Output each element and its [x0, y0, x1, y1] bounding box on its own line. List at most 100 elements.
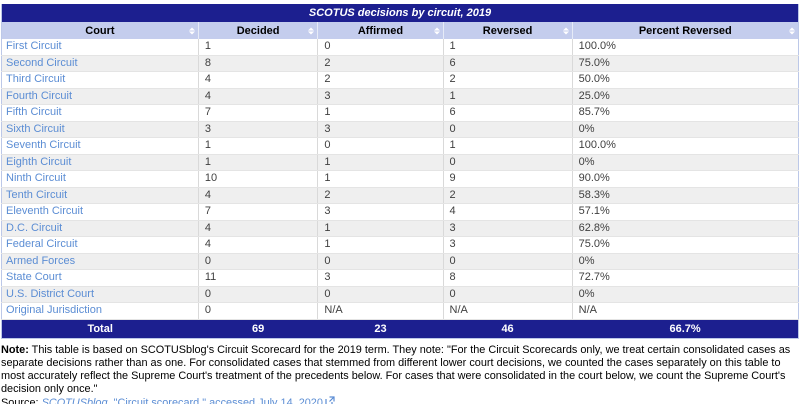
affirmed-cell: 1: [317, 220, 444, 237]
affirmed-cell: 3: [317, 203, 444, 221]
table-row: First Circuit 1 0 1 100.0%: [1, 39, 799, 56]
table-row: Original Jurisdiction 0 N/A N/A N/A: [1, 302, 799, 320]
percent-reversed-cell: 0%: [571, 121, 799, 138]
source-link-publication: SCOTUSblog: [41, 396, 108, 404]
decided-cell: 4: [197, 220, 318, 237]
affirmed-cell: 1: [317, 154, 444, 171]
court-link[interactable]: State Court: [6, 271, 62, 283]
decided-cell: 0: [197, 286, 318, 303]
court-link[interactable]: Eleventh Circuit: [6, 205, 84, 217]
reversed-cell: 6: [442, 55, 573, 72]
court-link[interactable]: Fifth Circuit: [6, 106, 62, 118]
affirmed-cell: 3: [317, 121, 444, 138]
reversed-cell: 3: [442, 236, 573, 254]
decided-cell: 3: [197, 121, 318, 138]
column-label-reversed: Reversed: [482, 24, 533, 37]
table-note: Note: This table is based on SCOTUSblog'…: [1, 344, 799, 396]
table-row: Armed Forces 0 0 0 0%: [1, 253, 799, 270]
affirmed-cell: N/A: [317, 302, 444, 320]
percent-reversed-cell: 0%: [571, 253, 799, 270]
court-link[interactable]: Eighth Circuit: [6, 155, 72, 168]
sort-icon[interactable]: [789, 27, 795, 34]
court-cell: D.C. Circuit: [1, 220, 199, 237]
table-row: Seventh Circuit 1 0 1 100.0%: [1, 137, 799, 155]
source-link-detail: , "Circuit scorecard," accessed July 14,…: [107, 396, 323, 404]
sort-icon[interactable]: [308, 27, 315, 34]
reversed-cell: 0: [442, 121, 573, 138]
table-row: Fifth Circuit 7 1 6 85.7%: [1, 104, 799, 122]
court-cell: Ninth Circuit: [1, 170, 199, 188]
decided-cell: 8: [197, 55, 318, 72]
column-label-decided: Decided: [236, 24, 280, 37]
reversed-cell: 1: [442, 39, 573, 56]
court-link[interactable]: Seventh Circuit: [6, 139, 81, 151]
source-link[interactable]: SCOTUSblog, "Circuit scorecard," accesse…: [42, 397, 323, 404]
percent-reversed-cell: 58.3%: [571, 187, 799, 204]
court-link[interactable]: Fourth Circuit: [6, 89, 73, 102]
reversed-cell: 3: [442, 220, 573, 237]
percent-reversed-cell: 85.7%: [571, 104, 799, 122]
reversed-cell: 9: [442, 170, 573, 188]
decided-cell: 1: [197, 137, 318, 155]
court-link[interactable]: D.C. Circuit: [6, 221, 63, 234]
column-header-affirmed[interactable]: Affirmed: [317, 22, 444, 39]
affirmed-cell: 1: [317, 104, 444, 122]
reversed-cell: 6: [442, 104, 573, 122]
court-link[interactable]: U.S. District Court: [6, 287, 95, 300]
reversed-cell: 2: [442, 71, 573, 89]
table-row: Third Circuit 4 2 2 50.0%: [1, 71, 799, 89]
court-link[interactable]: Ninth Circuit: [6, 172, 66, 184]
decided-cell: 4: [197, 187, 318, 204]
table-row: Eleventh Circuit 7 3 4 57.1%: [1, 203, 799, 221]
court-link[interactable]: Tenth Circuit: [6, 188, 68, 201]
sort-icon[interactable]: [433, 27, 440, 34]
reversed-cell: 4: [442, 203, 573, 221]
court-link[interactable]: Second Circuit: [6, 56, 78, 69]
reversed-cell: N/A: [442, 302, 573, 320]
sort-icon[interactable]: [188, 27, 195, 34]
reversed-cell: 2: [442, 187, 573, 204]
court-link[interactable]: Original Jurisdiction: [6, 304, 102, 316]
affirmed-cell: 3: [317, 88, 444, 105]
percent-reversed-cell: 57.1%: [571, 203, 799, 221]
column-label-affirmed: Affirmed: [357, 24, 404, 37]
percent-reversed-cell: 50.0%: [571, 71, 799, 89]
column-header-court[interactable]: Court: [1, 22, 199, 39]
court-link[interactable]: Armed Forces: [6, 254, 76, 267]
title-row: SCOTUS decisions by circuit, 2019: [1, 4, 799, 22]
reversed-cell: 8: [442, 269, 573, 287]
court-link[interactable]: Third Circuit: [6, 73, 66, 85]
total-row: Total 69 23 46 66.7%: [1, 319, 799, 338]
court-link[interactable]: First Circuit: [6, 40, 62, 52]
court-link[interactable]: Federal Circuit: [6, 238, 78, 250]
column-header-reversed[interactable]: Reversed: [442, 22, 573, 39]
percent-reversed-cell: 75.0%: [571, 236, 799, 254]
percent-reversed-cell: 62.8%: [571, 220, 799, 237]
court-cell: Original Jurisdiction: [1, 302, 199, 320]
column-header-decided[interactable]: Decided: [197, 22, 318, 39]
court-link[interactable]: Sixth Circuit: [6, 122, 65, 135]
percent-reversed-cell: 72.7%: [571, 269, 799, 287]
sort-icon[interactable]: [562, 27, 569, 34]
court-cell: Third Circuit: [1, 71, 199, 89]
reversed-cell: 0: [442, 286, 573, 303]
court-cell: Tenth Circuit: [1, 187, 199, 204]
court-cell: Second Circuit: [1, 55, 199, 72]
affirmed-cell: 2: [317, 55, 444, 72]
percent-reversed-cell: 25.0%: [571, 88, 799, 105]
reversed-cell: 0: [442, 154, 573, 171]
column-label-percent-reversed: Percent Reversed: [638, 24, 732, 37]
affirmed-cell: 3: [317, 269, 444, 287]
column-header-percent-reversed[interactable]: Percent Reversed: [571, 22, 799, 39]
table-row: Tenth Circuit 4 2 2 58.3%: [1, 187, 799, 204]
table-row: Eighth Circuit 1 1 0 0%: [1, 154, 799, 171]
percent-reversed-cell: 0%: [571, 286, 799, 303]
affirmed-cell: 2: [317, 187, 444, 204]
percent-reversed-cell: 100.0%: [571, 39, 799, 56]
table-row: U.S. District Court 0 0 0 0%: [1, 286, 799, 303]
decided-cell: 0: [197, 302, 318, 320]
percent-reversed-cell: 100.0%: [571, 137, 799, 155]
table-row: Sixth Circuit 3 3 0 0%: [1, 121, 799, 138]
affirmed-cell: 2: [317, 71, 444, 89]
reversed-cell: 0: [442, 253, 573, 270]
